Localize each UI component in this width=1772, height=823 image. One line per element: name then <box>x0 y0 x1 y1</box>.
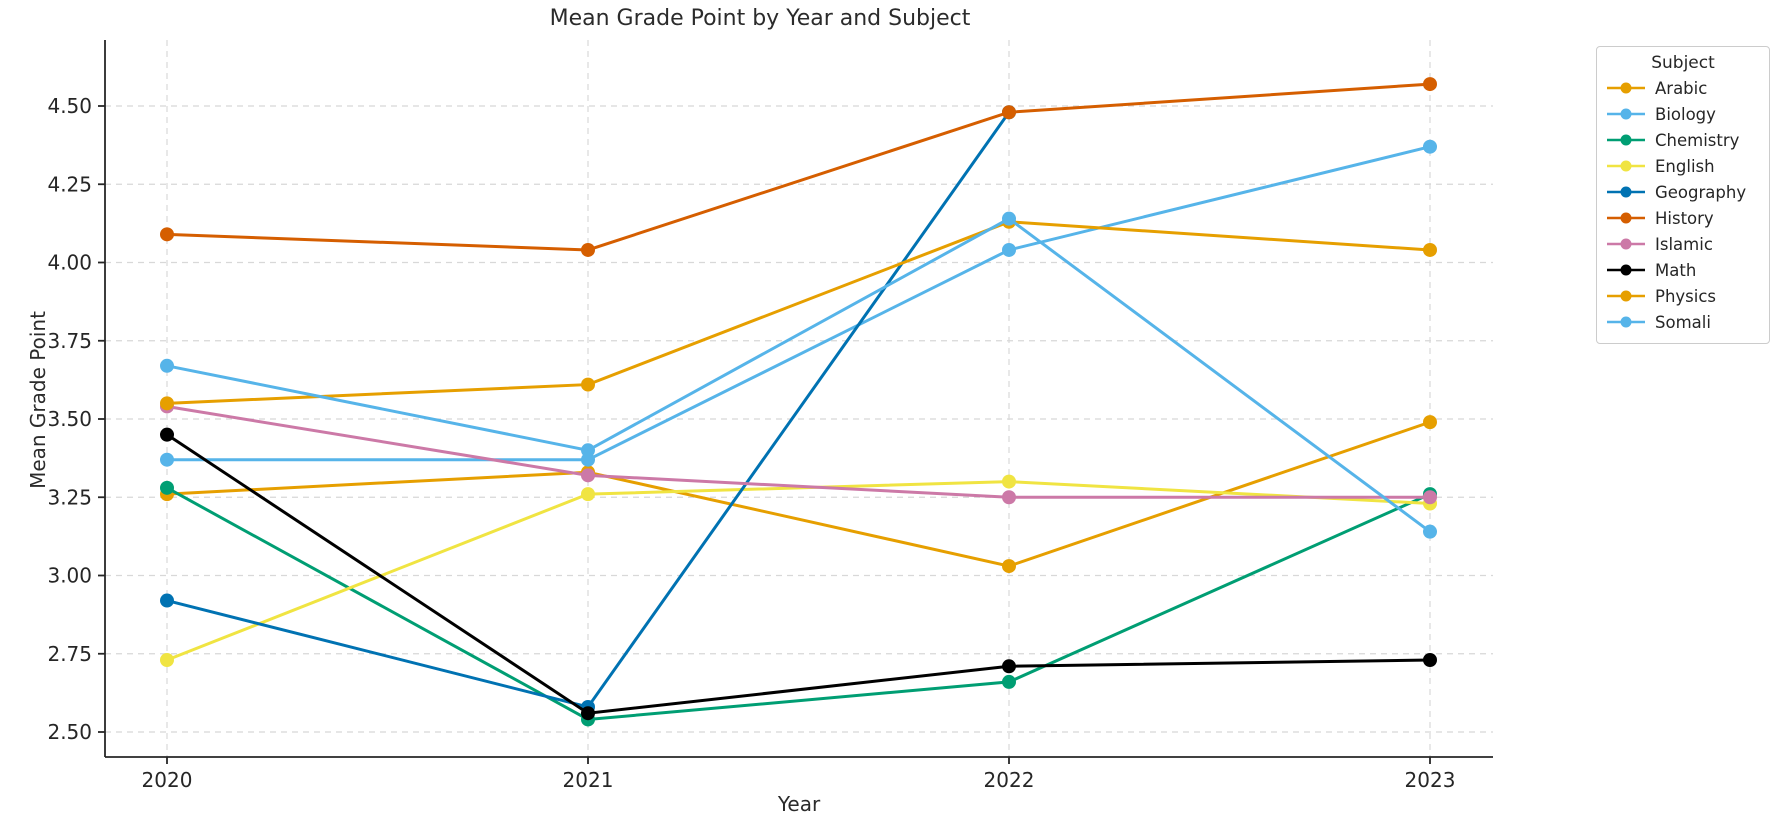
x-tick-label: 2020 <box>142 768 193 792</box>
data-point-english <box>581 487 595 502</box>
data-point-history <box>1002 105 1016 120</box>
legend-marker-arabic <box>1607 82 1645 94</box>
data-point-somali <box>581 443 595 458</box>
y-tick-label: 3.75 <box>47 329 92 353</box>
series-line-math <box>166 433 1431 715</box>
data-point-math <box>581 706 595 721</box>
legend-entry-somali: Somali <box>1605 309 1761 335</box>
legend-marker-english <box>1607 160 1645 172</box>
data-point-math <box>1002 659 1016 674</box>
legend: Subject Arabic Biology Chemistry English Geo… <box>1596 46 1770 344</box>
data-point-history <box>1423 77 1437 92</box>
legend-marker-chemistry <box>1607 134 1645 146</box>
data-point-physics <box>581 377 595 392</box>
data-point-somali <box>1002 211 1016 226</box>
data-point-history <box>581 242 595 257</box>
legend-marker-biology <box>1607 108 1645 120</box>
legend-label: Arabic <box>1655 78 1708 98</box>
legend-marker-physics <box>1607 290 1645 302</box>
data-point-chemistry <box>1002 674 1016 689</box>
x-tick-label: 2022 <box>984 768 1035 792</box>
data-point-somali <box>160 358 174 373</box>
y-axis-label: Mean Grade Point <box>26 311 50 489</box>
legend-entry-chemistry: Chemistry <box>1605 127 1761 153</box>
data-point-math <box>160 427 174 442</box>
legend-items: Arabic Biology Chemistry English Geography Hi… <box>1605 75 1761 335</box>
series-line-biology <box>167 145 1431 462</box>
data-point-islamic <box>1423 490 1437 505</box>
legend-entry-english: English <box>1605 153 1761 179</box>
legend-label: History <box>1655 208 1714 228</box>
series-line-physics <box>166 220 1431 405</box>
series-line-somali <box>166 216 1431 533</box>
data-point-biology <box>1423 139 1437 154</box>
legend-entry-geography: Geography <box>1605 179 1761 205</box>
data-point-islamic <box>1002 490 1016 505</box>
data-point-history <box>160 227 174 242</box>
legend-marker-history <box>1607 212 1645 224</box>
chart-title: Mean Grade Point by Year and Subject <box>549 6 971 31</box>
data-point-english <box>160 653 174 668</box>
legend-label: Islamic <box>1655 234 1713 254</box>
legend-entry-physics: Physics <box>1605 283 1761 309</box>
legend-entry-arabic: Arabic <box>1605 75 1761 101</box>
legend-entry-math: Math <box>1605 257 1761 283</box>
y-tick-label: 4.50 <box>47 94 92 118</box>
x-axis-label: Year <box>777 792 821 816</box>
legend-label: Chemistry <box>1655 130 1740 150</box>
series-line-english <box>166 480 1431 662</box>
legend-marker-islamic <box>1607 238 1645 250</box>
x-tick-label: 2023 <box>1405 768 1456 792</box>
data-point-somali <box>1423 524 1437 539</box>
y-tick-label: 2.50 <box>47 720 92 744</box>
data-point-arabic <box>1423 415 1437 430</box>
data-point-math <box>1423 653 1437 668</box>
legend-label: English <box>1655 156 1715 176</box>
data-point-biology <box>160 452 174 467</box>
legend-label: Biology <box>1655 104 1716 124</box>
legend-label: Geography <box>1655 182 1747 202</box>
series-line-chemistry <box>166 486 1431 722</box>
y-tick-label: 3.25 <box>47 485 92 509</box>
legend-title: Subject <box>1651 53 1715 73</box>
legend-label: Physics <box>1655 286 1717 306</box>
y-tick-label: 3.00 <box>47 564 92 588</box>
y-tick-label: 4.00 <box>47 251 92 275</box>
data-point-chemistry <box>160 480 174 495</box>
data-point-arabic <box>1002 559 1016 574</box>
legend-label: Math <box>1655 260 1697 280</box>
y-tick-label: 2.75 <box>47 642 92 666</box>
data-point-biology <box>1002 242 1016 257</box>
legend-label: Somali <box>1655 312 1711 332</box>
y-tick-label: 3.50 <box>47 407 92 431</box>
x-tick-label: 2021 <box>563 768 614 792</box>
data-point-islamic <box>581 468 595 483</box>
data-point-english <box>1002 474 1016 489</box>
legend-marker-somali <box>1607 316 1645 328</box>
data-point-physics <box>160 396 174 411</box>
series-line-arabic <box>166 420 1431 568</box>
legend-entry-islamic: Islamic <box>1605 231 1761 257</box>
series-line-history <box>166 82 1431 252</box>
legend-marker-math <box>1607 264 1645 276</box>
legend-entry-history: History <box>1605 205 1761 231</box>
legend-marker-geography <box>1607 186 1645 198</box>
legend-entry-biology: Biology <box>1605 101 1761 127</box>
data-point-geography <box>160 593 174 608</box>
data-point-physics <box>1423 242 1437 257</box>
y-tick-label: 4.25 <box>47 172 92 196</box>
series-line-islamic <box>166 404 1430 499</box>
